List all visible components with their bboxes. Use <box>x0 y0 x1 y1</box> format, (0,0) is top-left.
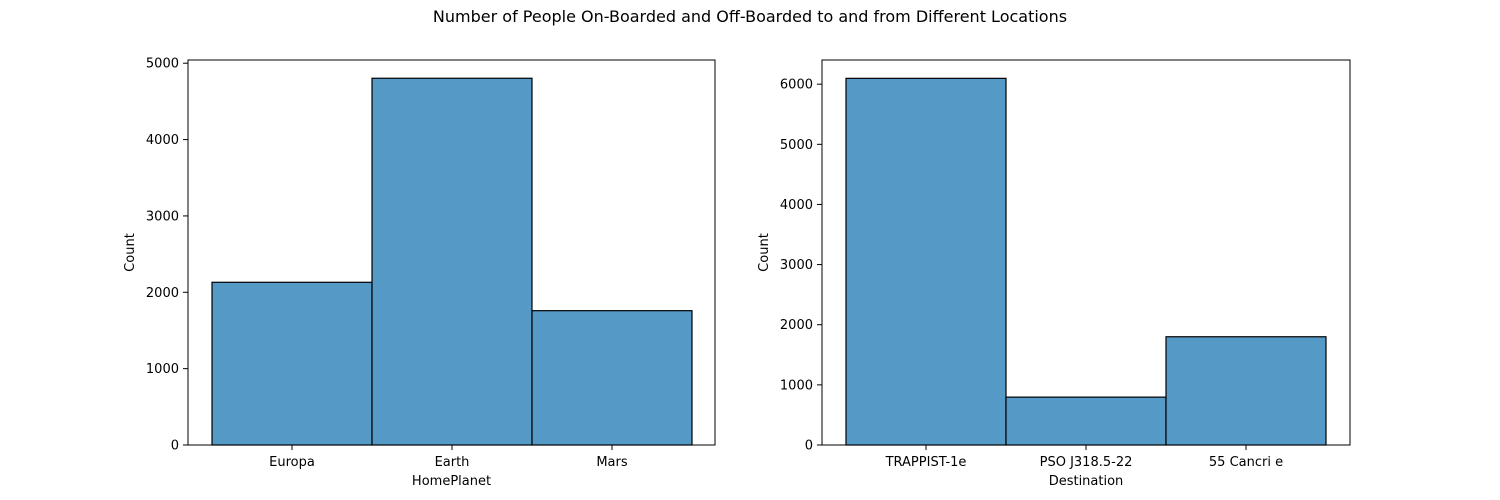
y-axis-label: Count <box>757 233 772 272</box>
y-tick-label: 0 <box>171 439 179 454</box>
y-tick-label: 2000 <box>780 318 813 333</box>
y-tick-label: 3000 <box>146 209 179 224</box>
figure-title: Number of People On-Boarded and Off-Boar… <box>432 7 1068 26</box>
x-tick-label: TRAPPIST-1e <box>885 455 967 470</box>
x-tick-label: Earth <box>435 455 470 470</box>
chart-panel-1: Europa Earth Mars 0 1000 2000 3000 4000 5000 Home… <box>123 57 716 489</box>
bar-mars <box>531 310 693 446</box>
bar-pso-j318-5-22 <box>1005 396 1167 446</box>
y-tick-label: 1000 <box>146 362 179 377</box>
y-tick-label: 5000 <box>146 57 179 72</box>
axes-frame <box>821 59 1351 446</box>
bar-europa <box>211 281 373 446</box>
y-tick-label: 5000 <box>780 138 813 153</box>
x-tick-label: Europa <box>269 455 315 470</box>
x-tick-label: PSO J318.5-22 <box>1040 455 1133 470</box>
y-tick-label: 6000 <box>780 78 813 93</box>
y-tick-label: 1000 <box>780 378 813 393</box>
bar-earth <box>371 77 533 446</box>
x-tick-label: 55 Cancri e <box>1209 455 1283 470</box>
x-axis-label: Destination <box>1049 474 1124 489</box>
chart-panel-2: TRAPPIST-1e PSO J318.5-22 55 Cancri e 0 1000… <box>757 59 1351 489</box>
bar-55-cancri-e <box>1165 336 1327 446</box>
axes-frame <box>187 59 716 446</box>
x-axis-label: HomePlanet <box>412 474 491 489</box>
y-tick-label: 4000 <box>780 198 813 213</box>
bar-trappist-1e <box>845 77 1007 446</box>
y-axis-label: Count <box>123 233 138 272</box>
y-tick-label: 3000 <box>780 258 813 273</box>
y-tick-label: 0 <box>805 439 813 454</box>
y-tick-label: 4000 <box>146 133 179 148</box>
y-tick-label: 2000 <box>146 286 179 301</box>
x-tick-label: Mars <box>596 455 628 470</box>
